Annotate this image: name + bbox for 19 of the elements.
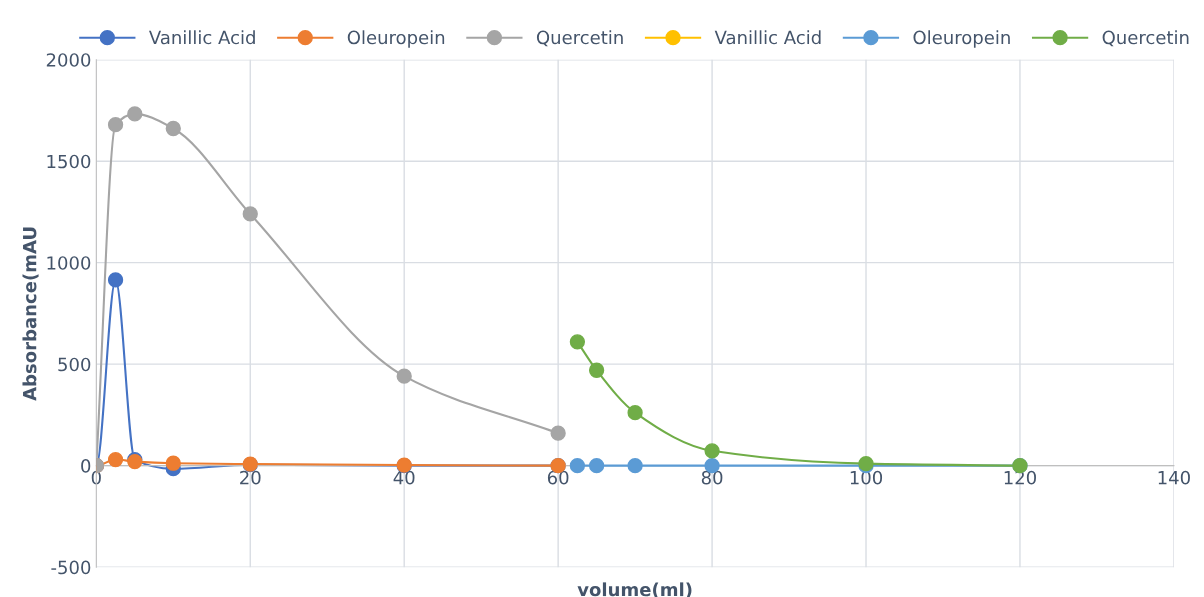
y-tick-label: 1000	[47, 256, 91, 270]
legend-label: Quercetin	[536, 30, 623, 47]
y-tick-label: 2000	[46, 53, 91, 67]
x-tick-label: 60	[547, 470, 569, 485]
y-tick-label: -500	[51, 560, 91, 575]
y-tick-label: 0	[81, 459, 91, 473]
legend-label: Vanillic Acid	[149, 30, 255, 45]
x-tick-label: 20	[240, 470, 261, 485]
legend-label: Oleuropein	[913, 30, 1010, 48]
y-axis-title: Absorbance(mAU	[22, 227, 39, 401]
x-tick-label: 100	[850, 470, 883, 485]
y-tick-label: 1500	[47, 154, 91, 169]
y-tick-label: 500	[58, 357, 91, 372]
x-tick-label: 140	[1158, 470, 1190, 485]
legend-label: Quercetin	[1102, 30, 1189, 47]
legend-label: Vanillic Acid	[714, 30, 821, 45]
x-tick-label: 80	[701, 470, 723, 485]
x-tick-label: 40	[393, 470, 415, 485]
legend-label: Oleuropein	[347, 30, 445, 48]
